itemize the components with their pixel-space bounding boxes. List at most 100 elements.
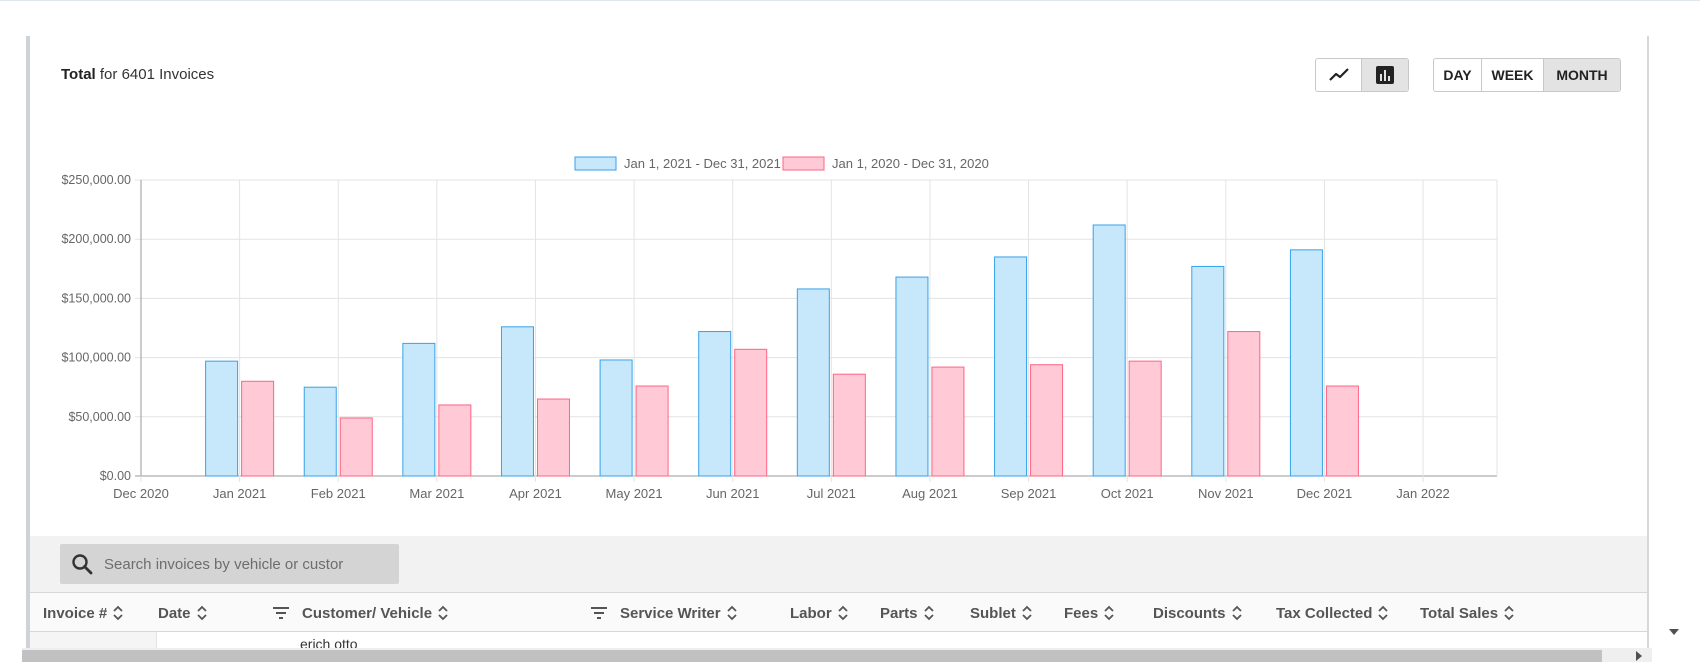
search-input[interactable] [104, 555, 354, 573]
x-tick-label: Jan 2021 [213, 486, 267, 501]
col-parts-label: Parts [880, 604, 918, 622]
bar-current [1191, 265, 1225, 477]
bar-chart-button[interactable] [1362, 59, 1408, 91]
x-tick-label: Nov 2021 [1198, 486, 1254, 501]
col-customer-vehicle[interactable]: Customer/ Vehicle [272, 593, 448, 633]
line-chart-button[interactable] [1316, 59, 1362, 91]
filter-icon[interactable] [272, 606, 290, 620]
bar-previous [734, 348, 768, 477]
col-tax-collected[interactable]: Tax Collected [1276, 593, 1389, 633]
sort-icon [1504, 605, 1514, 621]
sort-icon [1022, 605, 1032, 621]
col-fees-label: Fees [1064, 604, 1099, 622]
x-tick-label: Sep 2021 [1001, 486, 1057, 501]
horizontal-scrollbar[interactable] [22, 648, 1652, 662]
sort-icon [923, 605, 934, 621]
bar-current [796, 288, 830, 477]
range-week-button[interactable]: WEEK [1482, 59, 1544, 91]
x-tick-label: Feb 2021 [311, 486, 366, 501]
y-tick-label: $0.00 [100, 469, 131, 483]
legend-label: Jan 1, 2020 - Dec 31, 2020 [832, 156, 989, 171]
col-service-writer-label: Service Writer [620, 604, 721, 622]
filter-icon[interactable] [590, 606, 608, 620]
scroll-down-arrow[interactable] [1669, 629, 1679, 635]
bar-previous [1227, 331, 1261, 477]
sort-icon [1231, 605, 1242, 621]
col-invoice[interactable]: Invoice # [43, 593, 123, 633]
col-labor-label: Labor [790, 604, 832, 622]
summary-text: for 6401 Invoices [99, 66, 215, 83]
y-tick-label: $50,000.00 [68, 410, 131, 424]
search-box [60, 544, 399, 584]
sales-chart-svg: $0.00 $50,000.00 $100,000.00 $150,000.00 $20… [61, 156, 1498, 501]
x-tick-label: Jan 2022 [1396, 486, 1450, 501]
top-divider [0, 0, 1700, 1]
table-header: Invoice # Date Customer/ Vehicle Service… [30, 592, 1647, 633]
customer-name: erich otto [300, 636, 358, 648]
sort-icon [838, 605, 848, 621]
col-sublet-label: Sublet [970, 604, 1016, 622]
bar-current [402, 342, 436, 477]
bar-previous [536, 398, 570, 477]
col-date[interactable]: Date [158, 593, 207, 633]
col-parts[interactable]: Parts [880, 593, 934, 633]
bar-chart-icon [1376, 66, 1394, 84]
x-tick-label: Jul 2021 [807, 486, 856, 501]
sort-icon [726, 605, 737, 621]
col-date-label: Date [158, 604, 191, 622]
bar-current [599, 359, 633, 477]
bar-previous [931, 366, 965, 477]
bar-current [1092, 224, 1126, 477]
range-month-button[interactable]: MONTH [1544, 59, 1620, 91]
bar-current [500, 326, 534, 477]
sort-icon [196, 605, 207, 621]
range-day-button[interactable]: DAY [1434, 59, 1482, 91]
line-chart-icon [1328, 68, 1349, 81]
table-cell [30, 632, 156, 648]
legend-swatch [782, 156, 825, 171]
col-total-sales-label: Total Sales [1420, 604, 1499, 622]
search-icon [60, 553, 104, 575]
sort-icon [1104, 605, 1114, 621]
table-row[interactable] [156, 632, 1647, 648]
bar-current [1289, 249, 1323, 477]
col-discounts-label: Discounts [1153, 604, 1226, 622]
x-tick-label: Mar 2021 [409, 486, 464, 501]
col-tax-label: Tax Collected [1276, 604, 1373, 622]
bar-current [205, 360, 239, 477]
y-tick-label: $200,000.00 [61, 232, 131, 246]
col-service-writer[interactable]: Service Writer [590, 593, 737, 633]
x-tick-label: Dec 2020 [113, 486, 169, 501]
bar-previous [339, 417, 373, 477]
legend-swatch [574, 156, 617, 171]
sort-icon [438, 605, 448, 621]
x-tick-label: Oct 2021 [1101, 486, 1154, 501]
scroll-right-arrow[interactable] [1636, 651, 1642, 661]
y-tick-label: $250,000.00 [61, 173, 131, 187]
y-tick-label: $150,000.00 [61, 291, 131, 305]
scrollbar-thumb[interactable] [22, 650, 1602, 662]
col-sublet[interactable]: Sublet [970, 593, 1032, 633]
col-discounts[interactable]: Discounts [1153, 593, 1242, 633]
bar-current [303, 386, 337, 477]
x-tick-label: Aug 2021 [902, 486, 958, 501]
y-tick-label: $100,000.00 [61, 351, 131, 365]
col-customer-label: Customer/ Vehicle [302, 604, 433, 622]
bar-current [698, 331, 732, 477]
col-fees[interactable]: Fees [1064, 593, 1114, 633]
x-tick-label: Apr 2021 [509, 486, 562, 501]
table-body: erich otto [30, 632, 1647, 648]
bar-previous [1325, 385, 1359, 477]
x-tick-label: May 2021 [606, 486, 663, 501]
bar-previous [1030, 364, 1064, 477]
bar-previous [832, 373, 866, 477]
col-total-sales[interactable]: Total Sales [1420, 593, 1514, 633]
legend-label: Jan 1, 2021 - Dec 31, 2021 [624, 156, 781, 171]
search-bar [30, 536, 1647, 592]
chart-type-toggle [1315, 58, 1409, 92]
x-tick-label: Dec 2021 [1297, 486, 1353, 501]
col-labor[interactable]: Labor [790, 593, 848, 633]
bar-current [994, 256, 1028, 477]
summary-bold: Total [61, 66, 96, 83]
bar-current [895, 276, 929, 477]
